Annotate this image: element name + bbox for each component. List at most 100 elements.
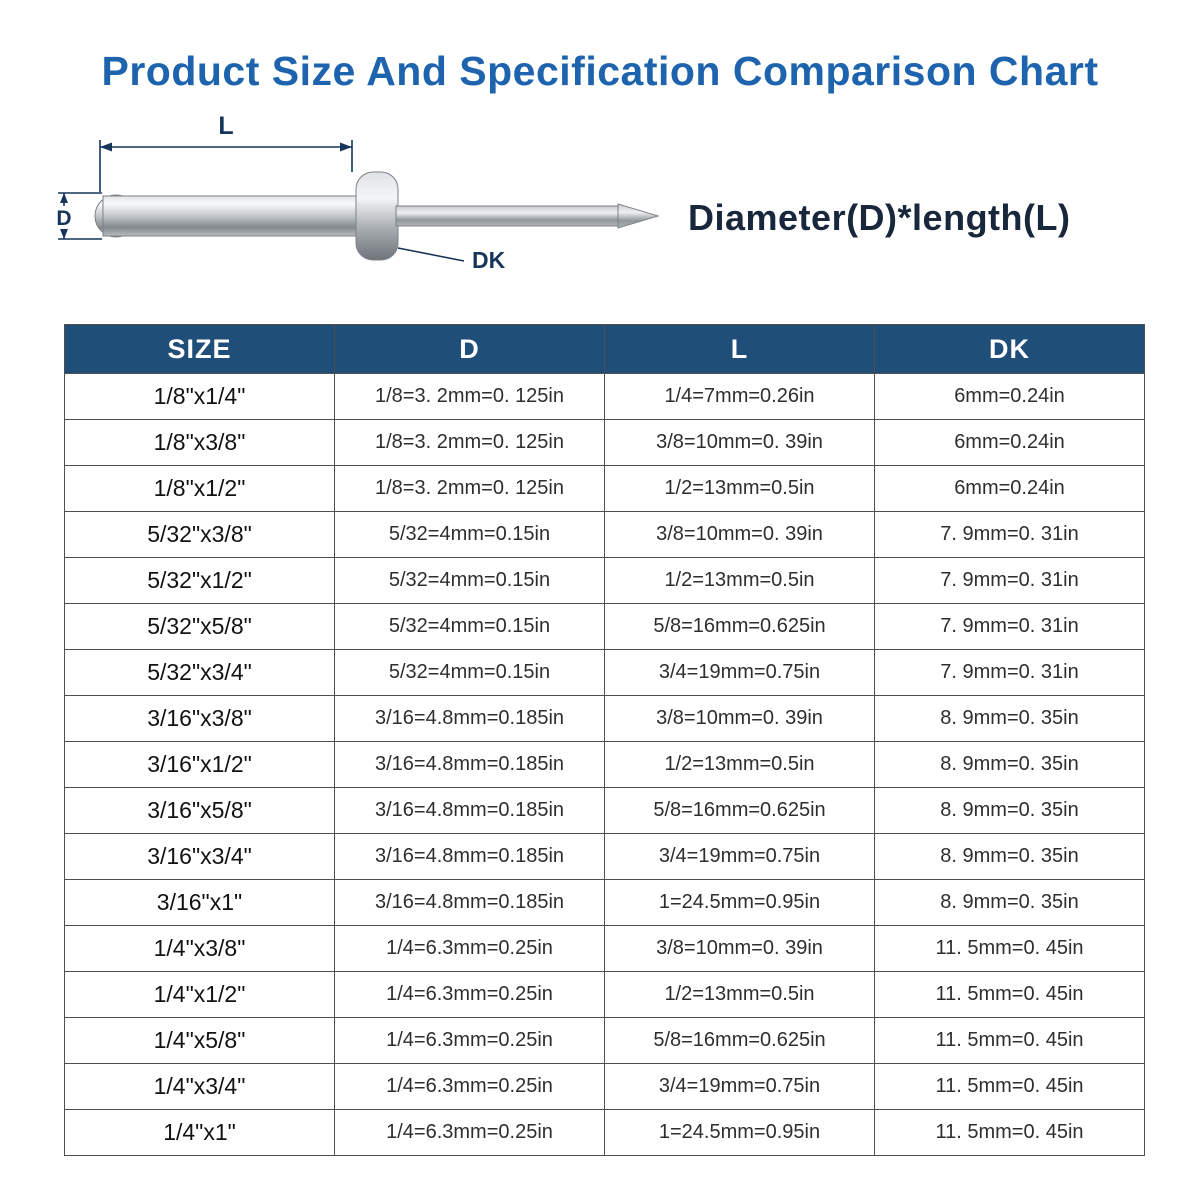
value-cell: 5/8=16mm=0.625in: [604, 603, 875, 650]
size-cell: 5/32"x3/4": [64, 649, 335, 696]
size-cell: 1/8"x1/4": [64, 373, 335, 420]
spec-table: SIZE D L DK 1/8"x1/4" 1/8=3. 2mm=0. 125in 1/4…: [64, 324, 1145, 1156]
size-cell: 1/4"x3/4": [64, 1063, 335, 1110]
length-dim-label: L: [218, 112, 233, 140]
size-cell: 1/8"x1/2": [64, 465, 335, 512]
size-cell: 1/4"x1/2": [64, 971, 335, 1018]
table-row: 1/4"x1/2" 1/4=6.3mm=0.25in 1/2=13mm=0.5in 1…: [64, 971, 1145, 1018]
table-row: 1/8"x3/8" 1/8=3. 2mm=0. 125in 3/8=10mm=0. …: [64, 419, 1145, 466]
value-cell: 3/16=4.8mm=0.185in: [334, 833, 605, 880]
value-cell: 1/8=3. 2mm=0. 125in: [334, 419, 605, 466]
value-cell: 3/8=10mm=0. 39in: [604, 695, 875, 742]
size-cell: 3/16"x3/8": [64, 695, 335, 742]
value-cell: 3/16=4.8mm=0.185in: [334, 787, 605, 834]
formula-text: Diameter(D)*length(L): [688, 197, 1071, 238]
rivet-mandrel-tip: [617, 203, 660, 229]
table-row: 5/32"x3/4" 5/32=4mm=0.15in 3/4=19mm=0.75in…: [64, 649, 1145, 696]
value-cell: 7. 9mm=0. 31in: [874, 511, 1145, 558]
value-cell: 8. 9mm=0. 35in: [874, 879, 1145, 926]
rivet-flange: [355, 171, 399, 261]
value-cell: 6mm=0.24in: [874, 373, 1145, 420]
value-cell: 3/16=4.8mm=0.185in: [334, 695, 605, 742]
table-row: 1/8"x1/4" 1/8=3. 2mm=0. 125in 1/4=7mm=0.26…: [64, 373, 1145, 420]
size-cell: 1/4"x1": [64, 1109, 335, 1156]
value-cell: 11. 5mm=0. 45in: [874, 1017, 1145, 1064]
column-header: D: [334, 324, 605, 374]
value-cell: 1/4=6.3mm=0.25in: [334, 971, 605, 1018]
value-cell: 1/4=6.3mm=0.25in: [334, 1017, 605, 1064]
value-cell: 8. 9mm=0. 35in: [874, 741, 1145, 788]
value-cell: 1/8=3. 2mm=0. 125in: [334, 373, 605, 420]
column-header: DK: [874, 324, 1145, 374]
value-cell: 1/2=13mm=0.5in: [604, 557, 875, 604]
rivet-mandrel: [395, 205, 619, 227]
spec-table-body: 1/8"x1/4" 1/8=3. 2mm=0. 125in 1/4=7mm=0.26…: [64, 373, 1145, 1156]
spec-table-head: SIZE D L DK: [64, 324, 1145, 374]
value-cell: 5/32=4mm=0.15in: [334, 511, 605, 558]
value-cell: 1/4=6.3mm=0.25in: [334, 1063, 605, 1110]
size-cell: 1/8"x3/8": [64, 419, 335, 466]
size-cell: 3/16"x1": [64, 879, 335, 926]
value-cell: 3/4=19mm=0.75in: [604, 833, 875, 880]
size-cell: 5/32"x5/8": [64, 603, 335, 650]
table-row: 1/4"x3/8" 1/4=6.3mm=0.25in 3/8=10mm=0. 39i…: [64, 925, 1145, 972]
value-cell: 5/32=4mm=0.15in: [334, 557, 605, 604]
head-diameter-dim-label: DK: [472, 247, 506, 273]
column-header: L: [604, 324, 875, 374]
value-cell: 3/8=10mm=0. 39in: [604, 419, 875, 466]
value-cell: 11. 5mm=0. 45in: [874, 1063, 1145, 1110]
table-row: 3/16"x3/4" 3/16=4.8mm=0.185in 3/4=19mm=0.7…: [64, 833, 1145, 880]
table-row: 5/32"x5/8" 5/32=4mm=0.15in 5/8=16mm=0.625i…: [64, 603, 1145, 650]
value-cell: 8. 9mm=0. 35in: [874, 787, 1145, 834]
size-cell: 3/16"x1/2": [64, 741, 335, 788]
value-cell: 1/2=13mm=0.5in: [604, 971, 875, 1018]
table-row: 1/4"x3/4" 1/4=6.3mm=0.25in 3/4=19mm=0.75in…: [64, 1063, 1145, 1110]
value-cell: 3/4=19mm=0.75in: [604, 649, 875, 696]
value-cell: 1/2=13mm=0.5in: [604, 741, 875, 788]
value-cell: 1/8=3. 2mm=0. 125in: [334, 465, 605, 512]
value-cell: 6mm=0.24in: [874, 419, 1145, 466]
value-cell: 7. 9mm=0. 31in: [874, 603, 1145, 650]
value-cell: 3/8=10mm=0. 39in: [604, 511, 875, 558]
value-cell: 1/4=7mm=0.26in: [604, 373, 875, 420]
dimension-arrows: [60, 142, 352, 239]
rivet-illustration: L D DK: [56, 112, 660, 273]
value-cell: 5/32=4mm=0.15in: [334, 649, 605, 696]
rivet-body: [102, 195, 360, 237]
value-cell: 11. 5mm=0. 45in: [874, 1109, 1145, 1156]
table-row: 3/16"x1/2" 3/16=4.8mm=0.185in 1/2=13mm=0.5…: [64, 741, 1145, 788]
value-cell: 8. 9mm=0. 35in: [874, 833, 1145, 880]
value-cell: 11. 5mm=0. 45in: [874, 925, 1145, 972]
table-row: 5/32"x3/8" 5/32=4mm=0.15in 3/8=10mm=0. 39i…: [64, 511, 1145, 558]
size-cell: 1/4"x5/8": [64, 1017, 335, 1064]
table-row: 3/16"x5/8" 3/16=4.8mm=0.185in 5/8=16mm=0.6…: [64, 787, 1145, 834]
size-cell: 3/16"x3/4": [64, 833, 335, 880]
value-cell: 1=24.5mm=0.95in: [604, 879, 875, 926]
value-cell: 8. 9mm=0. 35in: [874, 695, 1145, 742]
value-cell: 3/8=10mm=0. 39in: [604, 925, 875, 972]
size-cell: 5/32"x1/2": [64, 557, 335, 604]
table-row: 1/4"x1" 1/4=6.3mm=0.25in 1=24.5mm=0.95in 11…: [64, 1109, 1145, 1156]
rivet-graphic: [94, 171, 660, 261]
value-cell: 1/4=6.3mm=0.25in: [334, 1109, 605, 1156]
value-cell: 3/16=4.8mm=0.185in: [334, 741, 605, 788]
value-cell: 5/8=16mm=0.625in: [604, 787, 875, 834]
table-row: 5/32"x1/2" 5/32=4mm=0.15in 1/2=13mm=0.5in 7…: [64, 557, 1145, 604]
value-cell: 6mm=0.24in: [874, 465, 1145, 512]
size-cell: 5/32"x3/8": [64, 511, 335, 558]
column-header: SIZE: [64, 324, 335, 374]
value-cell: 5/32=4mm=0.15in: [334, 603, 605, 650]
value-cell: 7. 9mm=0. 31in: [874, 557, 1145, 604]
value-cell: 1/4=6.3mm=0.25in: [334, 925, 605, 972]
value-cell: 3/4=19mm=0.75in: [604, 1063, 875, 1110]
diameter-dim-label: D: [56, 207, 71, 230]
value-cell: 1/2=13mm=0.5in: [604, 465, 875, 512]
table-row: 1/4"x5/8" 1/4=6.3mm=0.25in 5/8=16mm=0.625i…: [64, 1017, 1145, 1064]
table-row: 3/16"x1" 3/16=4.8mm=0.185in 1=24.5mm=0.95i…: [64, 879, 1145, 926]
table-row: 1/8"x1/2" 1/8=3. 2mm=0. 125in 1/2=13mm=0.5…: [64, 465, 1145, 512]
spec-table-header-row: SIZE D L DK: [64, 324, 1145, 374]
size-cell: 1/4"x3/8": [64, 925, 335, 972]
value-cell: 7. 9mm=0. 31in: [874, 649, 1145, 696]
value-cell: 3/16=4.8mm=0.185in: [334, 879, 605, 926]
